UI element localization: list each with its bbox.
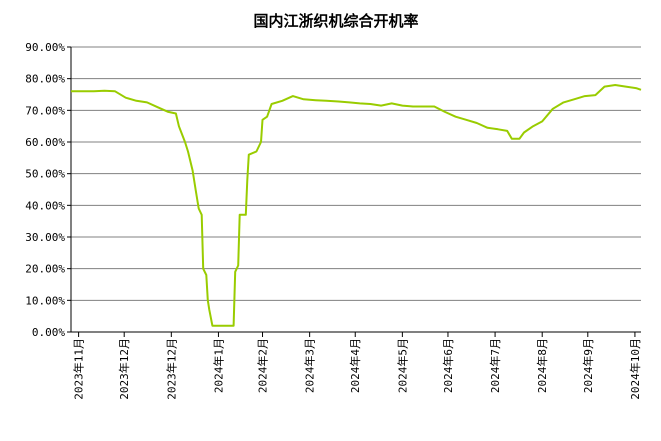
- y-tick-label: 30.00%: [25, 231, 65, 244]
- gridlines: [71, 46, 641, 301]
- y-tick-label: 10.00%: [25, 294, 65, 307]
- x-tick-label: 2024年1月: [211, 338, 225, 393]
- y-tick-label: 0.00%: [32, 326, 65, 339]
- x-tick-label: 2024年6月: [441, 338, 455, 393]
- x-tick-label: 2024年9月: [581, 338, 595, 393]
- y-tick-label: 20.00%: [25, 263, 65, 276]
- x-tick-label: 2023年12月: [117, 338, 131, 400]
- x-tick-label: 2024年4月: [348, 338, 362, 393]
- y-tick-label: 50.00%: [25, 168, 65, 181]
- y-tick-label: 80.00%: [25, 73, 65, 86]
- y-axis-ticks: 0.00% 10.00% 20.00% 30.00% 40.00% 50.00% 60.00…: [25, 41, 71, 339]
- x-axis-ticks: 2023年11月 2023年12月 2023年12月 2024年1月 2024年2月 20…: [72, 332, 642, 400]
- y-tick-label: 90.00%: [25, 41, 65, 54]
- x-tick-label: 2024年5月: [395, 338, 409, 393]
- x-tick-label: 2023年11月: [72, 338, 86, 400]
- x-tick-label: 2024年3月: [303, 338, 317, 393]
- x-tick-label: 2024年2月: [256, 338, 270, 393]
- axes: [70, 47, 641, 333]
- y-tick-label: 70.00%: [25, 104, 65, 117]
- series-line: [71, 84, 642, 327]
- series-layer: [71, 84, 642, 327]
- x-tick-label: 2024年7月: [488, 338, 502, 393]
- x-tick-label: 2024年10月: [628, 338, 642, 400]
- x-tick-label: 2023年12月: [164, 338, 178, 400]
- y-tick-label: 40.00%: [25, 199, 65, 212]
- chart-title: 国内江浙织机综合开机率: [253, 12, 418, 30]
- y-tick-label: 60.00%: [25, 136, 65, 149]
- x-tick-label: 2024年8月: [535, 338, 549, 393]
